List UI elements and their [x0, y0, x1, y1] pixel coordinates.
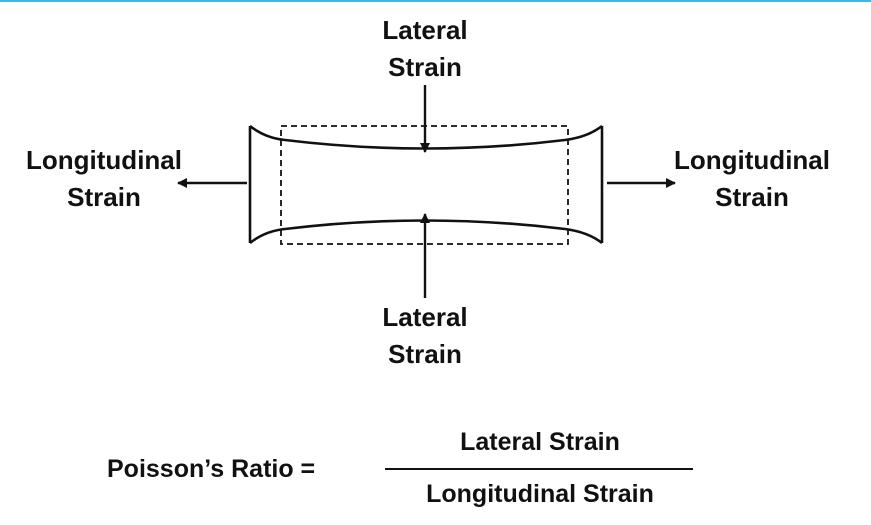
label-line: Strain — [388, 52, 462, 82]
fraction-numerator: Lateral Strain — [460, 428, 620, 456]
longitudinal-strain-right-label: Longitudinal Strain — [652, 142, 852, 216]
label-line: Strain — [388, 339, 462, 369]
fraction-bar — [385, 468, 693, 470]
label-line: Longitudinal — [674, 145, 830, 175]
label-line: Strain — [715, 182, 789, 212]
poissons-ratio-lhs: Poisson’s Ratio = — [107, 455, 316, 483]
fraction-denominator: Longitudinal Strain — [426, 480, 654, 508]
label-line: Lateral — [382, 15, 468, 45]
top-accent-rule — [0, 0, 871, 2]
lateral-strain-top-label: Lateral Strain — [345, 12, 505, 86]
label-line: Longitudinal — [26, 145, 182, 175]
lateral-strain-bottom-label: Lateral Strain — [345, 299, 505, 373]
label-line: Strain — [67, 182, 141, 212]
longitudinal-strain-left-label: Longitudinal Strain — [4, 142, 204, 216]
label-line: Lateral — [382, 302, 468, 332]
